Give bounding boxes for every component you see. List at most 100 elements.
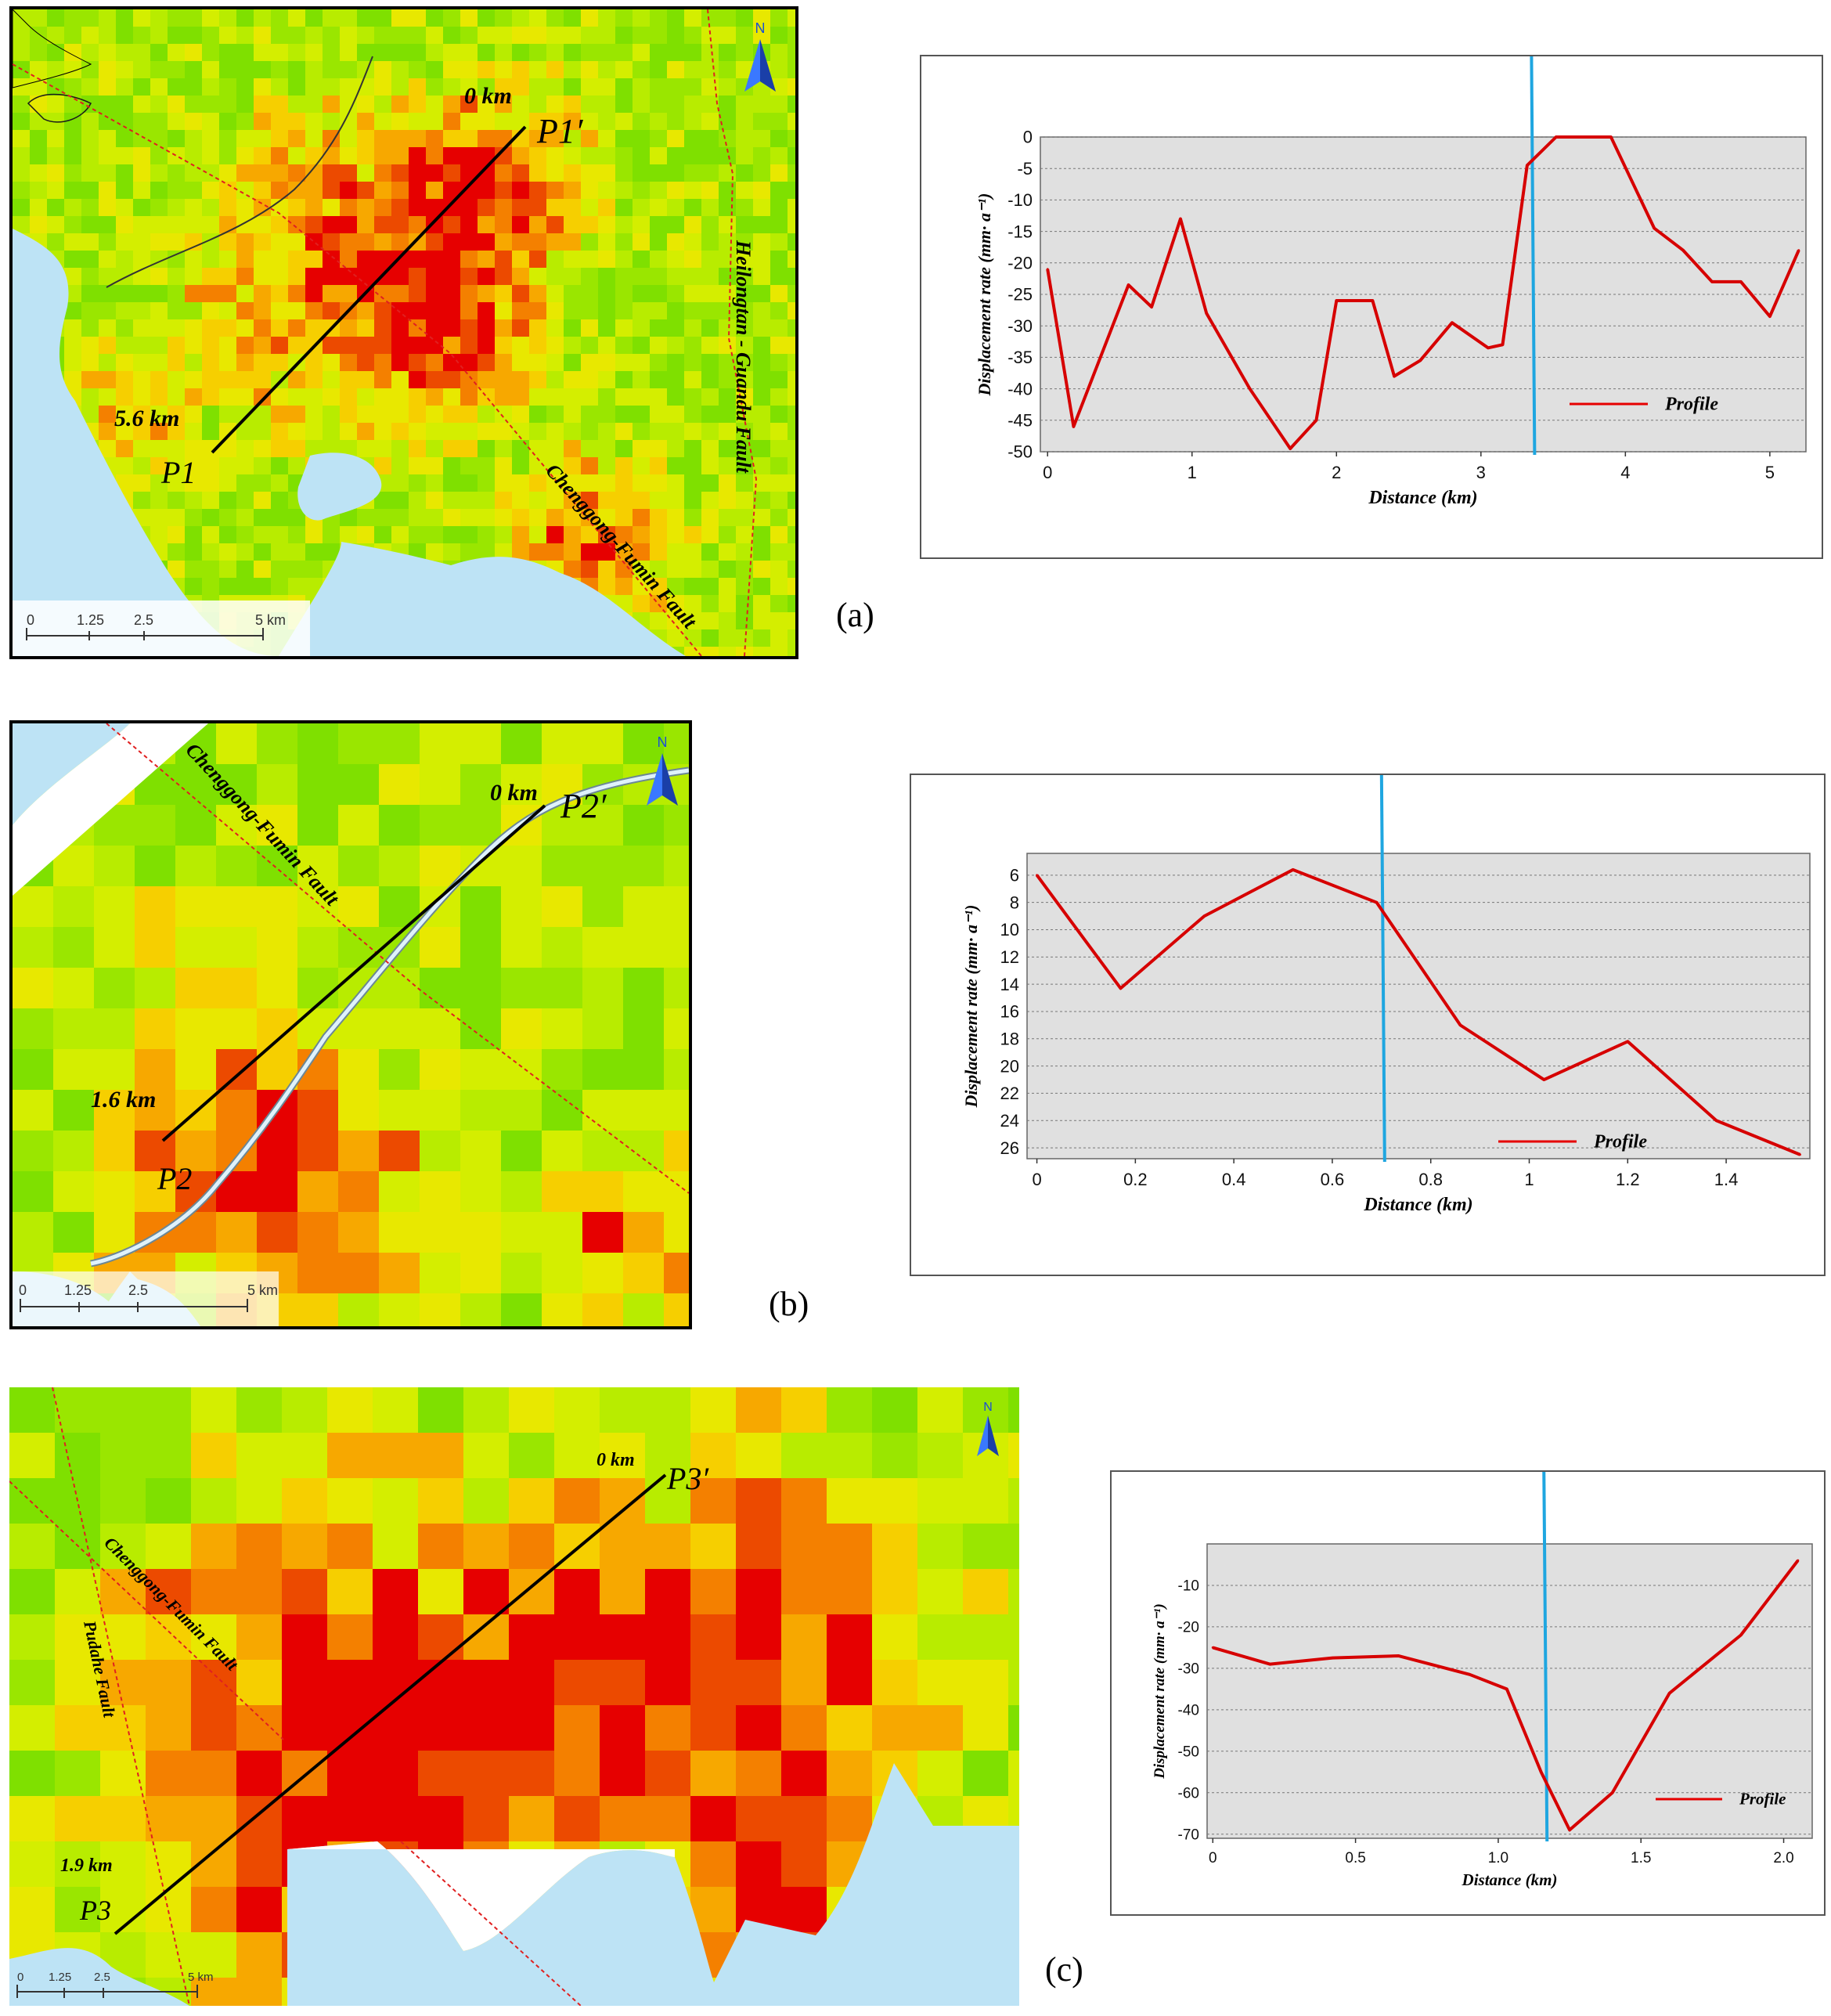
raster-cell	[99, 319, 117, 337]
raster-cell	[30, 130, 48, 148]
raster-cell	[564, 509, 582, 527]
raster-cell	[327, 1387, 373, 1434]
raster-cell	[633, 96, 651, 114]
data-point	[1418, 359, 1422, 362]
raster-cell	[701, 406, 719, 424]
raster-cell	[409, 285, 427, 303]
raster-cell	[254, 268, 272, 286]
raster-cell	[512, 302, 530, 320]
raster-cell	[418, 1614, 464, 1661]
raster-cell	[146, 1524, 192, 1570]
raster-cell	[690, 1660, 737, 1706]
raster-cell	[99, 406, 117, 424]
raster-cell	[581, 337, 599, 355]
raster-cell	[788, 96, 795, 114]
raster-cell	[443, 199, 461, 217]
raster-cell	[150, 216, 168, 234]
raster-cell	[297, 805, 339, 846]
raster-cell	[185, 251, 203, 269]
raster-cell	[701, 164, 719, 182]
series-line-profile	[1035, 867, 1801, 1156]
raster-cell	[168, 285, 186, 303]
raster-cell	[554, 1705, 600, 1751]
raster-cell	[564, 474, 582, 492]
raster-cell	[719, 9, 737, 27]
raster-cell	[323, 216, 341, 234]
raster-cell	[701, 113, 719, 131]
raster-cell	[478, 543, 496, 561]
x-axis-label: Distance (km)	[1368, 488, 1477, 508]
raster-cell	[770, 354, 788, 372]
north-arrow-icon: N	[744, 20, 776, 92]
raster-cell	[288, 337, 306, 355]
raster-cell	[185, 147, 203, 165]
raster-cell	[512, 9, 530, 27]
raster-cell	[598, 457, 616, 475]
raster-cell	[598, 509, 616, 527]
raster-cell	[254, 96, 272, 114]
raster-cell	[357, 526, 375, 544]
raster-cell	[546, 302, 564, 320]
raster-cell	[271, 543, 289, 561]
raster-cell	[684, 147, 702, 165]
raster-cell	[582, 723, 624, 765]
raster-cell	[185, 44, 203, 62]
raster-cell	[409, 268, 427, 286]
raster-cell	[736, 44, 754, 62]
raster-cell	[99, 9, 117, 27]
data-point	[1739, 1634, 1743, 1637]
raster-cell	[236, 182, 254, 200]
raster-cell	[191, 1796, 237, 1842]
point-start-label: P1	[160, 455, 196, 490]
raster-cell	[202, 199, 220, 217]
raster-cell	[340, 526, 358, 544]
raster-cell	[917, 1433, 964, 1479]
raster-cell	[615, 251, 633, 269]
raster-cell	[736, 457, 754, 475]
raster-cell	[684, 27, 702, 45]
raster-cell	[598, 130, 616, 148]
raster-cell	[736, 406, 754, 424]
raster-cell	[426, 406, 444, 424]
raster-cell	[426, 96, 444, 114]
raster-cell	[770, 164, 788, 182]
raster-cell	[288, 319, 306, 337]
raster-cell	[650, 543, 668, 561]
raster-cell	[185, 199, 203, 217]
raster-cell	[254, 44, 272, 62]
raster-cell	[133, 44, 151, 62]
raster-cell	[254, 354, 272, 372]
raster-cell	[753, 27, 771, 45]
raster-cell	[690, 1796, 737, 1842]
raster-cell	[684, 337, 702, 355]
raster-cell	[736, 27, 754, 45]
raster-cell	[546, 354, 564, 372]
raster-cell	[116, 474, 134, 492]
raster-cell	[338, 1253, 380, 1294]
raster-cell	[254, 233, 272, 251]
raster-cell	[305, 182, 323, 200]
raster-cell	[323, 164, 341, 182]
raster-cell	[600, 1524, 646, 1570]
raster-cell	[701, 96, 719, 114]
raster-cell	[770, 647, 788, 656]
end-distance-label: 1.9 km	[60, 1856, 113, 1876]
raster-cell	[719, 406, 737, 424]
raster-cell	[581, 61, 599, 79]
raster-cell	[338, 723, 380, 765]
raster-cell	[788, 268, 795, 286]
raster-cell	[529, 164, 547, 182]
raster-cell	[495, 319, 513, 337]
raster-cell	[30, 113, 48, 131]
raster-cell	[529, 44, 547, 62]
raster-cell	[564, 147, 582, 165]
raster-cell	[391, 509, 409, 527]
raster-cell	[168, 268, 186, 286]
raster-cell	[509, 1614, 555, 1661]
raster-cell	[374, 285, 392, 303]
raster-cell	[667, 113, 685, 131]
raster-cell	[191, 1978, 237, 2006]
x-tick-label: 1	[1524, 1170, 1534, 1189]
raster-cell	[753, 302, 771, 320]
raster-cell	[150, 474, 168, 492]
